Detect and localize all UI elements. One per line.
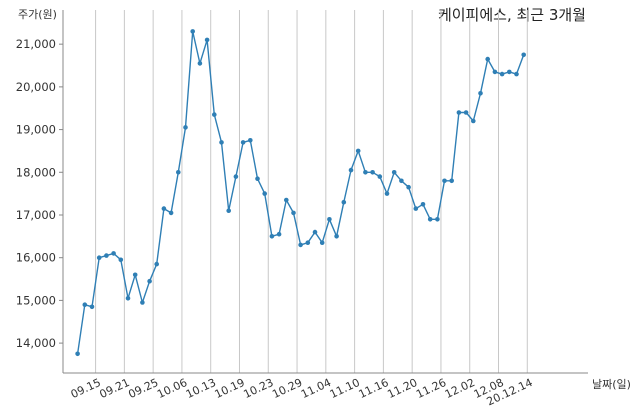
price-point <box>478 91 483 96</box>
y-tick-label: 17,000 <box>16 208 56 222</box>
price-point <box>492 69 498 75</box>
price-point <box>449 178 455 184</box>
price-point <box>111 251 116 256</box>
price-point <box>197 61 203 66</box>
price-point <box>118 257 124 263</box>
price-point <box>190 29 195 34</box>
price-point <box>226 208 231 213</box>
price-point <box>507 69 512 75</box>
price-point <box>456 110 462 115</box>
price-point <box>399 178 404 184</box>
price-point <box>348 167 354 173</box>
price-point <box>312 229 318 235</box>
price-point <box>442 178 447 184</box>
price-line <box>76 30 525 354</box>
price-point <box>319 240 325 245</box>
price-point <box>521 52 526 58</box>
price-point <box>255 176 260 181</box>
price-point <box>284 197 289 203</box>
price-point <box>363 170 368 175</box>
price-point <box>305 240 311 245</box>
price-point <box>219 140 224 145</box>
price-point <box>384 191 390 196</box>
y-tick-label: 14,000 <box>16 336 56 350</box>
price-point <box>355 148 361 154</box>
price-point <box>334 234 339 239</box>
price-point <box>176 170 181 175</box>
price-point <box>96 255 102 260</box>
price-point <box>248 138 253 143</box>
y-tick-label: 21,000 <box>16 37 56 51</box>
price-point <box>82 302 88 308</box>
price-point <box>377 174 383 179</box>
x-axis-label: 날짜(일) <box>592 378 631 391</box>
price-point <box>204 37 210 43</box>
price-point <box>161 206 167 211</box>
price-point <box>89 304 95 310</box>
price-point <box>435 217 440 222</box>
price-point <box>125 296 131 301</box>
y-tick-label: 19,000 <box>16 123 56 137</box>
price-point <box>276 231 282 237</box>
price-point <box>463 110 469 115</box>
price-point <box>391 170 397 175</box>
price-point <box>154 261 159 267</box>
price-point <box>132 272 138 278</box>
price-point <box>499 71 505 77</box>
price-point <box>471 118 476 124</box>
price-point <box>75 351 80 357</box>
price-point <box>514 71 519 77</box>
price-point <box>183 125 188 130</box>
price-point <box>341 199 347 205</box>
price-point <box>140 300 145 305</box>
y-tick-label: 20,000 <box>16 80 56 94</box>
price-point <box>168 210 174 216</box>
y-tick-label: 15,000 <box>16 293 56 307</box>
price-point <box>413 206 419 211</box>
price-point <box>104 253 109 258</box>
price-point <box>262 191 268 196</box>
price-point <box>427 217 433 222</box>
price-point <box>212 112 217 117</box>
price-point <box>406 184 411 190</box>
price-point <box>233 174 239 179</box>
price-point <box>327 217 332 222</box>
price-point <box>298 242 303 248</box>
price-point <box>291 210 296 216</box>
y-tick-label: 18,000 <box>16 165 56 179</box>
y-axis-label: 주가(원) <box>18 8 57 21</box>
y-tick-label: 16,000 <box>16 251 56 265</box>
price-point <box>420 202 426 207</box>
price-point <box>370 170 375 175</box>
price-point <box>240 140 246 145</box>
price-point <box>485 56 491 62</box>
price-point <box>147 278 152 284</box>
chart-title: 케이피에스, 최근 3개월 <box>437 6 586 24</box>
price-point <box>269 234 275 239</box>
